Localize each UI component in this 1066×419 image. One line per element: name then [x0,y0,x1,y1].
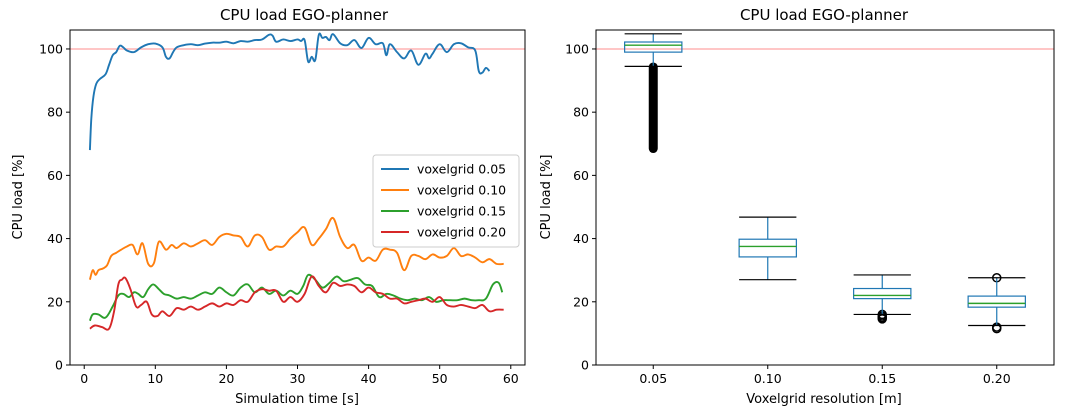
right-ticks: 0.05 0.10 0.15 0.20 0 20 40 60 80 100 [565,41,1011,386]
right-boxplots [624,33,1026,334]
left-plot-frame [69,29,526,366]
left-x-tick-label: 20 [218,371,234,386]
left-x-tick-label: 10 [147,371,163,386]
right-x-tick-label: 0.10 [754,371,782,386]
left-x-tick-label: 60 [503,371,519,386]
legend-label: voxelgrid 0.05 [417,162,506,177]
left-y-tick-label: 40 [47,231,63,246]
right-x-tick-label: 0.20 [983,371,1011,386]
left-x-axis-label: Simulation time [s] [235,392,359,407]
right-x-tick-label: 0.15 [868,371,896,386]
box-iqr [738,238,797,258]
legend-box [372,154,520,248]
left-y-tick-label: 0 [55,358,63,373]
right-y-tick-label: 60 [573,168,589,183]
left-chart-title: CPU load EGO-planner [220,6,389,24]
right-y-tick-label: 100 [565,41,589,56]
right-y-tick-label: 40 [573,231,589,246]
left-y-tick-label: 20 [47,294,63,309]
left-y-tick-label: 100 [39,41,63,56]
legend-label: voxelgrid 0.10 [417,183,506,198]
right-panel: CPU load EGO-planner 0.05 0.10 0.15 0.20 0 20… [539,6,1055,407]
series-line-voxelgrid-0-10 [88,217,504,280]
left-panel: CPU load EGO-planner 0 10 20 30 40 50 60 0 20 40 6… [11,6,526,407]
left-x-tick-label: 30 [290,371,306,386]
right-y-tick-label: 0 [581,358,589,373]
box-iqr [624,41,683,53]
series-line-voxelgrid-0-20 [89,275,504,331]
boxplot-0.05 [624,33,683,154]
legend: voxelgrid 0.05 voxelgrid 0.10 voxelgrid 0.… [372,154,520,248]
right-y-tick-label: 80 [573,105,589,120]
legend-label: voxelgrid 0.15 [417,204,506,219]
left-y-tick-label: 80 [47,105,63,120]
left-x-tick-label: 0 [80,371,88,386]
right-y-tick-label: 20 [573,294,589,309]
right-plot-frame [595,29,1055,366]
boxplot-0.15 [853,274,912,324]
left-x-tick-label: 40 [361,371,377,386]
series-line-voxelgrid-0-05 [88,32,491,151]
left-x-tick-label: 50 [432,371,448,386]
outlier-band [648,62,658,154]
right-x-tick-label: 0.05 [639,371,667,386]
series-line-voxelgrid-0-15 [89,273,504,322]
right-chart-title: CPU load EGO-planner [740,6,909,24]
boxplot-0.20 [967,273,1026,334]
left-y-axis-label: CPU load [%] [11,155,26,240]
left-ticks: 0 10 20 30 40 50 60 0 20 40 60 80 100 [39,41,519,386]
right-x-axis-label: Voxelgrid resolution [m] [746,392,901,407]
legend-label: voxelgrid 0.20 [417,225,506,240]
left-series-lines [88,32,504,331]
left-y-tick-label: 60 [47,168,63,183]
box-iqr [853,287,912,300]
right-y-axis-label: CPU load [%] [539,155,554,240]
boxplot-0.10 [738,216,797,281]
box-iqr [967,295,1026,308]
